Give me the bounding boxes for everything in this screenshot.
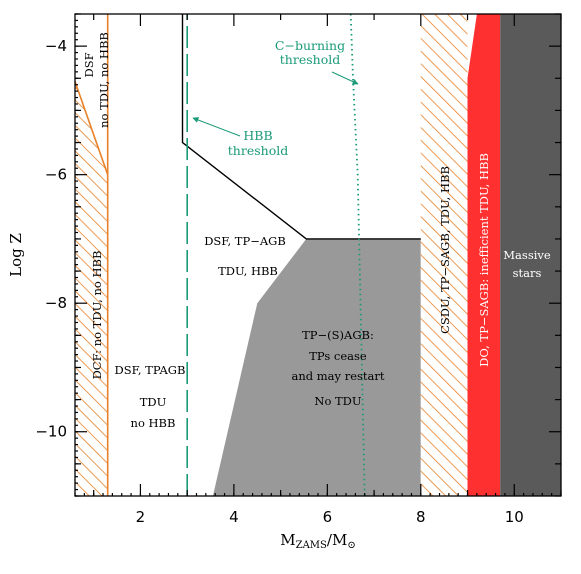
do-red (467, 14, 501, 496)
label-hbb-threshold: HBB (243, 128, 272, 143)
label-stars: stars (513, 266, 542, 280)
label-dsf-top: DSF (82, 52, 96, 77)
x-axis-title: MZAMS/M⊙ (280, 531, 355, 551)
label-no-tdu: No TDU (314, 394, 362, 408)
x-tick-label: 4 (229, 508, 239, 526)
tp-sagb-gray (212, 238, 421, 496)
region-layer (75, 14, 561, 496)
tp-agb-boundary (181, 14, 421, 240)
massive-dark (500, 14, 561, 496)
label-dsf-tp-agb: DSF, TP−AGB (204, 234, 286, 248)
label-dsf-top-sub: no TDU, no HBB (97, 32, 111, 128)
label-may-restart: and may restart (292, 369, 385, 383)
label-tp-sagb: TP−(S)AGB: (302, 328, 374, 342)
label-no-hbb: no HBB (131, 416, 176, 430)
label-dcf: DCF: no TDU, no HBB (90, 251, 104, 380)
x-axis-title-sub: ZAMS (296, 540, 327, 551)
dcf-boundary (74, 81, 109, 175)
hbb-threshold-arrow (192, 117, 241, 137)
y-axis-title: Log Z (7, 233, 25, 277)
x-axis-title-rest: /M (327, 531, 347, 549)
c-burning-threshold-arrow (331, 71, 359, 85)
y-tick-label: −6 (45, 166, 67, 184)
label-tps-cease: TPs cease (309, 349, 367, 363)
tick-label-layer: 2 4 6 8 10 −4 −6 −8 −10 (35, 37, 523, 526)
tick-layer (74, 13, 562, 497)
label-do: DO, TP−SAGB: inefficient TDU, HBB (477, 153, 491, 367)
label-csdu: CSDU, TP−SAGB, TDU, HBB (438, 166, 452, 334)
label-c-burning-sub: threshold (280, 52, 340, 67)
dcf-hatched (75, 81, 108, 496)
label-tdu-hbb: TDU, HBB (218, 264, 278, 278)
label-c-burning: C−burning (275, 38, 345, 53)
label-massive: Massive (503, 248, 551, 262)
x-axis-title-main: M (280, 531, 295, 549)
y-tick-label: −8 (45, 294, 67, 312)
x-tick-label: 10 (505, 508, 524, 526)
y-tick-label: −10 (35, 423, 67, 441)
label-dsf-tpagb: DSF, TPAGB (115, 363, 186, 377)
x-tick-label: 8 (416, 508, 426, 526)
x-tick-label: 6 (323, 508, 333, 526)
y-tick-label: −4 (45, 37, 67, 55)
x-axis-title-sun: ⊙ (347, 540, 355, 551)
line-layer (74, 13, 421, 497)
label-hbb-threshold-sub: threshold (228, 143, 288, 158)
label-tdu: TDU (140, 395, 167, 409)
csdu-hatched (420, 14, 468, 496)
x-tick-label: 2 (136, 508, 146, 526)
